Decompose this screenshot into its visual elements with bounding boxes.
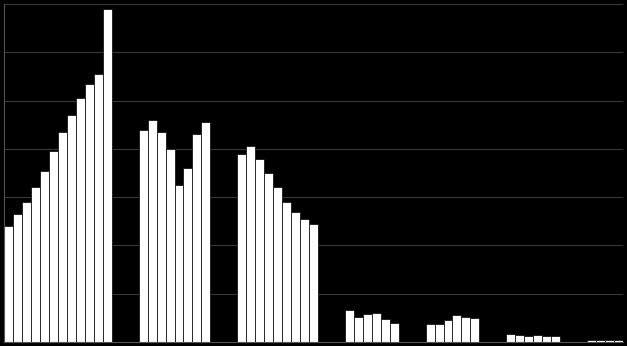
Bar: [426, 324, 435, 342]
Bar: [515, 335, 524, 342]
Bar: [524, 336, 533, 342]
Bar: [4, 226, 13, 342]
Bar: [255, 158, 264, 342]
Bar: [49, 151, 58, 342]
Bar: [309, 224, 318, 342]
Bar: [291, 212, 300, 342]
Bar: [443, 320, 453, 342]
Bar: [273, 188, 282, 342]
Bar: [363, 314, 372, 342]
Bar: [551, 336, 560, 342]
Bar: [103, 9, 112, 342]
Bar: [76, 98, 85, 342]
Bar: [390, 322, 399, 342]
Bar: [192, 134, 201, 342]
Bar: [300, 219, 309, 342]
Bar: [605, 340, 614, 342]
Bar: [58, 132, 67, 342]
Bar: [31, 188, 40, 342]
Bar: [372, 313, 381, 342]
Bar: [461, 317, 470, 342]
Bar: [282, 202, 291, 342]
Bar: [246, 146, 255, 342]
Bar: [147, 120, 157, 342]
Bar: [22, 202, 31, 342]
Bar: [587, 340, 596, 342]
Bar: [174, 185, 184, 342]
Bar: [354, 317, 363, 342]
Bar: [435, 324, 443, 342]
Bar: [264, 173, 273, 342]
Bar: [533, 335, 542, 342]
Bar: [506, 334, 515, 342]
Bar: [201, 122, 211, 342]
Bar: [184, 168, 192, 342]
Bar: [381, 319, 390, 342]
Bar: [94, 74, 103, 342]
Bar: [614, 340, 623, 342]
Bar: [139, 130, 147, 342]
Bar: [157, 132, 166, 342]
Bar: [40, 171, 49, 342]
Bar: [345, 310, 354, 342]
Bar: [596, 340, 605, 342]
Bar: [237, 154, 246, 342]
Bar: [453, 315, 461, 342]
Bar: [85, 84, 94, 342]
Bar: [13, 214, 22, 342]
Bar: [67, 115, 76, 342]
Bar: [542, 336, 551, 342]
Bar: [166, 149, 174, 342]
Bar: [470, 318, 480, 342]
